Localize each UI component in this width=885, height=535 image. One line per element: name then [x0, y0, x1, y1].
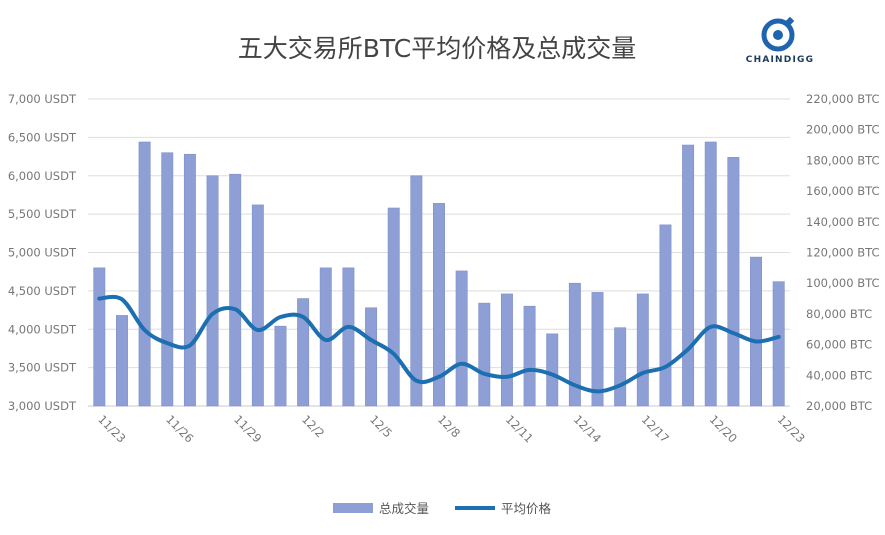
volume-bar — [546, 333, 559, 407]
volume-bar — [433, 203, 445, 407]
chart-title: 五大交易所BTC平均价格及总成交量 — [238, 34, 636, 63]
right-tick-label: 20,000 BTC — [806, 399, 872, 413]
volume-bar — [704, 141, 717, 407]
volume-bar — [161, 152, 174, 407]
price-line — [97, 294, 781, 394]
volume-bar — [772, 281, 785, 407]
left-tick-label: 5,000 USDT — [8, 246, 77, 260]
right-tick-label: 120,000 BTC — [806, 246, 879, 260]
volume-bars — [93, 141, 785, 407]
legend-swatch-volume — [333, 503, 373, 513]
legend: 总成交量 平均价格 — [333, 501, 552, 516]
x-tick-label: 12/23 — [775, 412, 808, 445]
brand-text: CHAINDIGG — [746, 55, 814, 65]
volume-bar — [297, 298, 310, 407]
volume-bar — [229, 173, 242, 407]
x-tick-label: 12/14 — [571, 412, 604, 445]
volume-bar — [568, 282, 581, 407]
volume-bar — [455, 270, 468, 407]
volume-bar — [365, 307, 378, 407]
left-tick-label: 7,000 USDT — [8, 92, 77, 106]
x-tick-label: 12/8 — [435, 412, 463, 440]
volume-bar — [206, 175, 219, 407]
left-axis-ticks: 3,000 USDT 3,500 USDT 4,000 USDT 4,500 USDT… — [8, 92, 77, 413]
volume-bar — [523, 305, 536, 407]
volume-bar — [727, 157, 740, 407]
volume-bar — [410, 175, 423, 407]
right-tick-label: 100,000 BTC — [806, 276, 879, 290]
left-tick-label: 4,500 USDT — [8, 284, 77, 298]
volume-bar — [116, 315, 128, 407]
chaindigg-logo: CHAINDIGG — [746, 16, 814, 65]
x-tick-label: 12/11 — [503, 412, 536, 445]
right-tick-label: 60,000 BTC — [806, 338, 872, 352]
volume-bar — [500, 293, 513, 407]
x-tick-label: 11/29 — [231, 412, 264, 445]
volume-bar — [636, 293, 649, 407]
left-tick-label: 3,500 USDT — [8, 361, 77, 375]
x-tick-label: 12/20 — [707, 412, 740, 445]
left-tick-label: 4,000 USDT — [8, 322, 77, 336]
volume-bar — [183, 153, 196, 407]
right-axis-ticks: 20,000 BTC 40,000 BTC 60,000 BTC 80,000 BTC… — [806, 92, 879, 413]
volume-bar — [478, 302, 491, 407]
volume-bar — [659, 224, 672, 407]
x-tick-label: 12/5 — [367, 412, 395, 440]
right-tick-label: 200,000 BTC — [806, 123, 879, 137]
volume-bar — [342, 267, 355, 407]
right-tick-label: 140,000 BTC — [806, 215, 879, 229]
logo-dot — [773, 30, 783, 40]
volume-bar — [251, 204, 264, 407]
volume-bar — [591, 292, 604, 407]
price-line-layer — [97, 294, 781, 394]
left-tick-label: 3,000 USDT — [8, 399, 77, 413]
left-tick-label: 6,000 USDT — [8, 169, 77, 183]
x-tick-label: 12/2 — [299, 412, 327, 440]
left-tick-label: 6,500 USDT — [8, 130, 77, 144]
legend-label-price: 平均价格 — [501, 501, 552, 516]
volume-bar — [614, 327, 627, 407]
legend-label-volume: 总成交量 — [379, 501, 429, 516]
left-tick-label: 5,500 USDT — [8, 207, 77, 221]
x-tick-label: 11/26 — [163, 412, 196, 445]
x-tick-label: 11/23 — [95, 412, 128, 445]
right-tick-label: 40,000 BTC — [806, 368, 872, 382]
volume-bar — [138, 141, 151, 407]
logo-ring — [761, 18, 795, 52]
volume-bar — [93, 267, 106, 407]
volume-bar — [274, 325, 287, 407]
right-tick-label: 80,000 BTC — [806, 307, 872, 321]
x-tick-label: 12/17 — [639, 412, 672, 445]
right-tick-label: 160,000 BTC — [806, 184, 879, 198]
volume-bar — [750, 256, 762, 407]
volume-bar — [387, 207, 400, 407]
volume-bar — [682, 144, 695, 407]
x-axis-ticks: 11/23 11/26 11/29 12/2 12/5 12/8 12/11 12/14 12/… — [95, 412, 808, 445]
right-tick-label: 180,000 BTC — [806, 153, 879, 167]
right-tick-label: 220,000 BTC — [806, 92, 879, 106]
